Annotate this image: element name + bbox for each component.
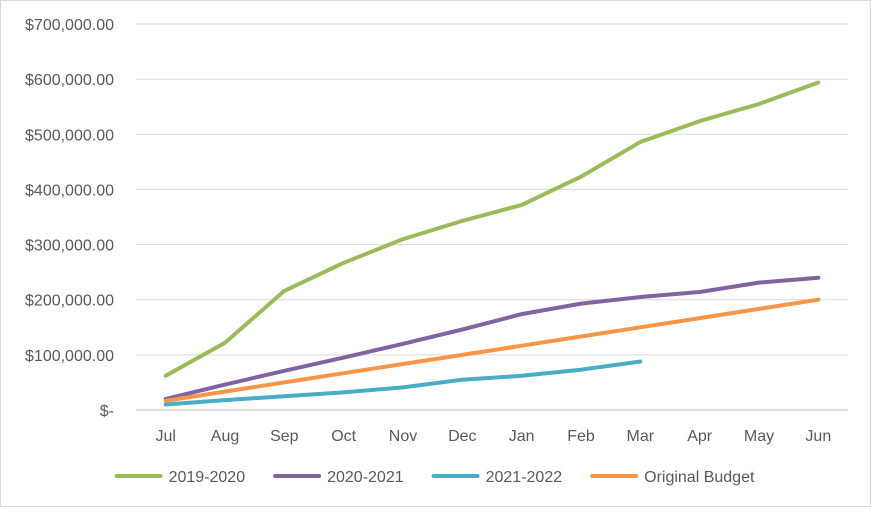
- legend-label-2019-2020: 2019-2020: [169, 469, 246, 486]
- series-line-2019-2020: [163, 80, 821, 378]
- x-category-label: Feb: [567, 428, 595, 445]
- x-category-label: Dec: [448, 428, 476, 445]
- y-axis-tick-labels: $- $100,000.00 $200,000.00 $300,000.00 $400,…: [25, 17, 114, 420]
- x-category-label: Sep: [270, 428, 299, 445]
- y-tick-label: $200,000.00: [25, 293, 114, 310]
- x-category-label: Oct: [331, 428, 356, 445]
- legend-label-2020-2021: 2020-2021: [327, 469, 404, 486]
- x-category-label: Nov: [389, 428, 417, 445]
- series-line-2021-2022: [163, 359, 643, 407]
- x-axis-category-labels: Jul Aug Sep Oct Nov Dec Jan Feb Mar Apr May Jun: [155, 428, 831, 445]
- y-tick-label: $600,000.00: [25, 72, 114, 89]
- y-tick-label: $500,000.00: [25, 127, 114, 144]
- gridlines: [136, 23, 848, 411]
- x-category-label: May: [744, 428, 774, 445]
- x-category-label: Mar: [627, 428, 655, 445]
- legend-label-2021-2022: 2021-2022: [486, 469, 563, 486]
- y-tick-label: $100,000.00: [25, 348, 114, 365]
- series-lines: [163, 80, 821, 407]
- y-tick-label: $400,000.00: [25, 182, 114, 199]
- legend-label-original-budget: Original Budget: [644, 469, 755, 486]
- x-category-label: Jun: [805, 428, 831, 445]
- x-category-label: Jan: [509, 428, 535, 445]
- x-category-label: Jul: [155, 428, 175, 445]
- y-tick-label: $700,000.00: [25, 17, 114, 34]
- legend: 2019-2020 2020-2021 2021-2022 Original Budg…: [114, 469, 755, 486]
- x-category-label: Apr: [687, 428, 713, 445]
- y-tick-label: $300,000.00: [25, 238, 114, 255]
- series-line-original-budget: [163, 297, 821, 403]
- y-tick-label: $-: [100, 403, 114, 420]
- series-line-2020-2021: [163, 275, 821, 401]
- x-category-label: Aug: [211, 428, 239, 445]
